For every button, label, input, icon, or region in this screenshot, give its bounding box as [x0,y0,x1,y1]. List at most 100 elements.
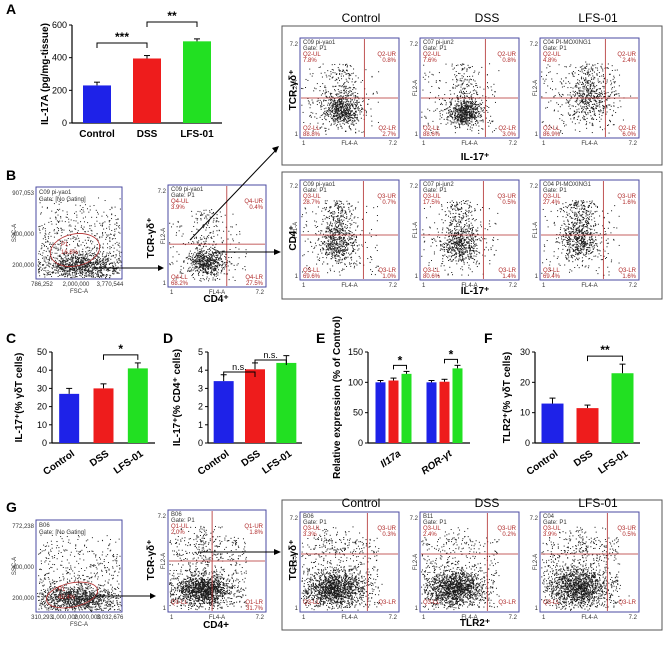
event-dot [201,255,203,257]
event-dot [462,109,464,111]
event-dot [572,75,574,77]
event-dot [541,121,543,123]
event-dot [193,268,195,270]
event-dot [81,262,83,264]
event-dot [339,70,341,72]
event-dot [212,279,214,281]
event-dot [213,219,215,221]
event-dot [614,97,616,99]
event-dot [465,108,467,110]
event-dot [322,93,324,95]
event-dot [473,108,475,110]
event-dot [215,268,217,270]
event-dot [586,82,588,84]
event-dot [218,257,220,259]
event-dot [202,272,204,274]
event-dot [463,101,465,103]
event-dot [303,121,305,123]
event-dot [348,94,350,96]
event-dot [468,112,470,114]
event-dot [72,269,74,271]
event-dot [470,103,472,105]
event-dot [612,124,614,126]
event-dot [461,120,463,122]
event-dot [41,245,43,247]
event-dot [428,98,430,100]
event-dot [68,266,70,268]
event-dot [477,115,479,117]
event-dot [477,116,479,118]
event-dot [188,254,190,256]
event-dot [475,120,477,122]
event-dot [335,105,337,107]
x-tick-label: 7.2 [629,141,638,147]
event-dot [603,93,605,95]
event-dot [344,71,346,73]
event-dot [338,111,340,113]
event-dot [72,257,74,259]
event-dot [75,251,77,253]
event-dot [98,256,100,258]
event-dot [439,80,441,82]
event-dot [63,252,65,254]
event-dot [351,110,353,112]
event-dot [335,93,337,95]
event-dot [227,273,229,275]
sig-label: * [449,347,454,361]
event-dot [594,115,596,117]
event-dot [62,258,64,260]
event-dot [347,113,349,115]
event-dot [323,108,325,110]
event-dot [80,244,82,246]
event-dot [332,72,334,74]
event-dot [473,103,475,105]
event-dot [332,105,334,107]
event-dot [66,239,68,241]
sig-label: n.s. [263,350,278,360]
event-dot [343,115,345,117]
event-dot [229,261,231,263]
event-dot [200,239,202,241]
event-dot [337,82,339,84]
event-dot [351,114,353,116]
event-dot [77,264,79,266]
event-dot [82,217,84,219]
event-dot [357,106,359,108]
y-axis-label: TLR2⁺(% γδT cells) [502,352,513,443]
event-dot [194,266,196,268]
event-dot [99,222,101,224]
event-dot [79,210,81,212]
event-dot [582,68,584,70]
event-dot [100,262,102,264]
event-dot [52,271,54,273]
event-dot [590,107,592,109]
event-dot [462,76,464,78]
quadrant-ll-value: 88.8% [303,132,321,138]
event-dot [464,107,466,109]
event-dot [70,260,72,262]
event-dot [87,271,89,273]
event-dot [58,221,60,223]
event-dot [69,268,71,270]
event-dot [84,274,86,276]
event-dot [80,254,82,256]
event-dot [339,116,341,118]
event-dot [469,119,471,121]
event-dot [346,109,348,111]
event-dot [62,258,64,260]
event-dot [600,101,602,103]
event-dot [212,260,214,262]
event-dot [584,99,586,101]
event-dot [472,115,474,117]
event-dot [340,116,342,118]
panel-a-x-label: IL-17⁺ [461,152,490,163]
event-dot [578,115,580,117]
event-dot [100,266,102,268]
event-dot [597,78,599,80]
event-dot [561,119,563,121]
event-dot [310,116,312,118]
event-dot [104,221,106,223]
event-dot [452,79,454,81]
event-dot [215,249,217,251]
event-dot [205,216,207,218]
